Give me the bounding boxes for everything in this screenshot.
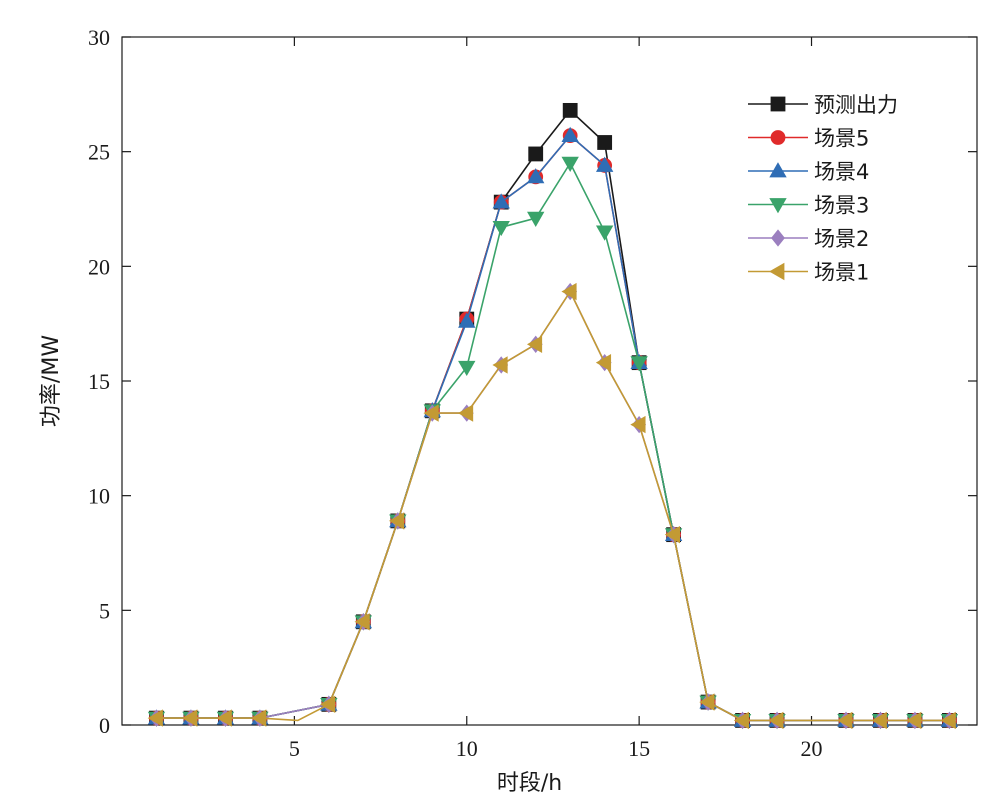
legend-label: 场景5 <box>814 127 869 151</box>
series-line <box>156 134 950 722</box>
x-axis-label: 时段/h <box>497 771 562 796</box>
y-tick-label: 10 <box>88 484 110 509</box>
data-point <box>492 193 510 209</box>
y-tick-label: 0 <box>99 713 110 738</box>
x-tick-label: 10 <box>456 736 478 761</box>
legend-marker <box>771 229 785 247</box>
series-line <box>156 289 950 722</box>
y-tick-label: 25 <box>88 140 110 165</box>
data-point <box>597 135 613 150</box>
data-point <box>561 156 579 172</box>
data-point <box>664 525 681 544</box>
data-point <box>940 711 956 730</box>
y-tick-label: 30 <box>88 25 110 50</box>
data-point <box>768 711 784 730</box>
x-tick-label: 5 <box>289 736 300 761</box>
data-point <box>492 356 508 374</box>
axis-ticks: 5 10 15 20 0 5 10 15 20 25 30 <box>88 25 977 761</box>
data-point <box>251 709 267 727</box>
data-point <box>147 709 163 727</box>
data-point <box>526 335 543 353</box>
data-point <box>733 711 749 730</box>
legend-item: 场景3 <box>748 194 869 218</box>
y-tick-label: 15 <box>88 369 110 394</box>
data-point <box>182 709 198 727</box>
legend-label: 场景3 <box>814 194 869 218</box>
y-axis-label: 功率/MW <box>39 335 64 427</box>
data-point <box>354 613 370 631</box>
data-point <box>528 146 544 162</box>
data-point <box>562 102 578 118</box>
data-point <box>871 711 887 730</box>
series-line <box>156 289 950 722</box>
data-point <box>699 693 715 711</box>
data-point <box>457 404 474 422</box>
data-point <box>320 695 336 714</box>
data-point <box>595 353 612 372</box>
data-point <box>630 356 648 372</box>
legend-marker <box>769 162 787 178</box>
data-point <box>561 282 577 301</box>
legend-label: 场景1 <box>814 261 869 285</box>
data-point <box>595 225 614 241</box>
legend-label: 场景2 <box>814 227 869 251</box>
data-point <box>492 220 510 237</box>
legend-marker <box>769 198 787 214</box>
y-tick-label: 20 <box>88 254 110 279</box>
legend-item: 场景4 <box>748 160 869 184</box>
data-point <box>216 709 232 727</box>
data-point <box>527 168 545 184</box>
legend-marker <box>770 96 786 112</box>
series-layer <box>147 102 959 730</box>
data-point <box>458 360 476 377</box>
data-point <box>630 415 646 434</box>
legend-marker <box>770 130 786 145</box>
data-point <box>458 312 476 328</box>
x-tick-label: 20 <box>801 736 823 761</box>
data-point <box>561 126 579 143</box>
series-5 <box>149 282 957 730</box>
data-point <box>906 711 922 730</box>
data-point <box>595 156 614 172</box>
legend-label: 场景4 <box>814 160 869 184</box>
legend-label: 预测出力 <box>814 93 898 117</box>
x-tick-label: 15 <box>628 736 650 761</box>
series-line <box>156 134 950 722</box>
legend-item: 预测出力 <box>748 93 898 117</box>
legend-item: 场景1 <box>748 261 869 285</box>
series-2 <box>149 128 957 728</box>
data-point <box>837 711 853 730</box>
legend-marker <box>769 262 785 281</box>
legend-item: 场景2 <box>748 227 869 251</box>
data-point <box>527 211 545 227</box>
y-tick-label: 5 <box>99 598 110 623</box>
legend-item: 场景5 <box>748 127 869 151</box>
series-6 <box>147 282 956 730</box>
data-point <box>389 512 405 530</box>
data-point <box>423 404 439 422</box>
